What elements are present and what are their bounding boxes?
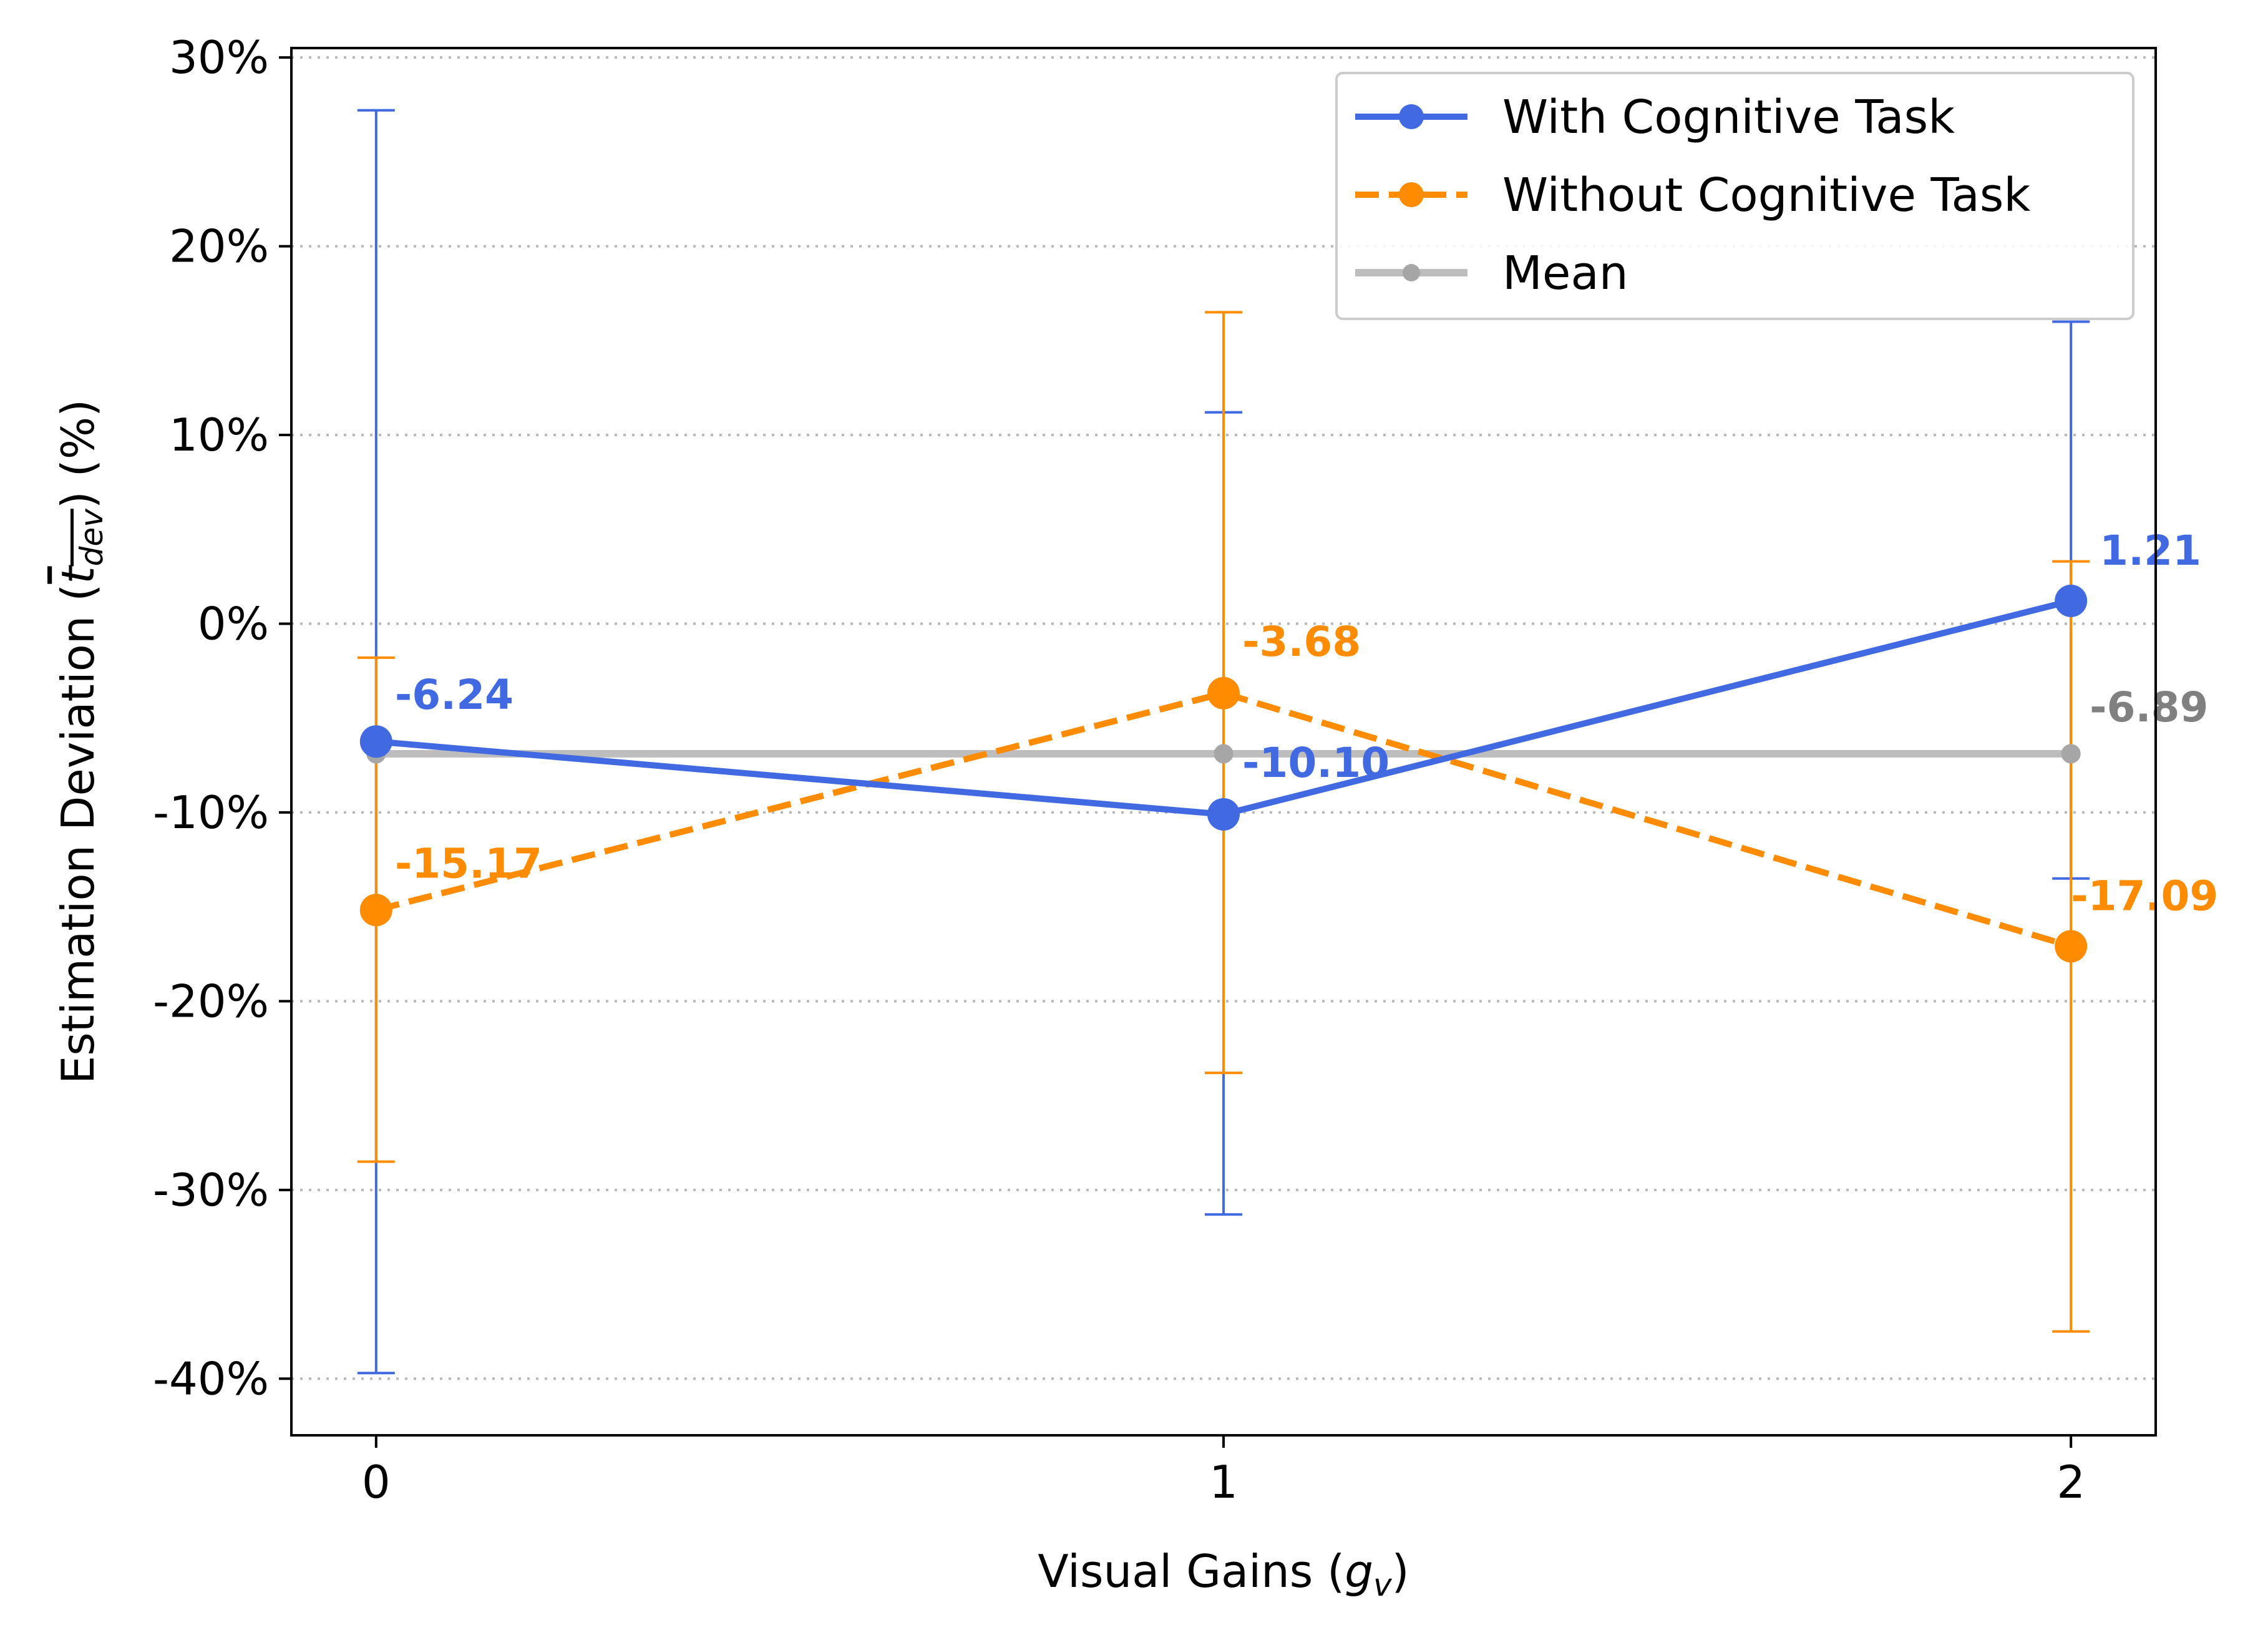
series-line bbox=[375, 690, 2072, 950]
legend-marker bbox=[1403, 264, 1420, 281]
x-tick-label: 2 bbox=[2056, 1456, 2085, 1508]
y-tick-label: 10% bbox=[169, 409, 269, 461]
data-point bbox=[359, 894, 392, 927]
x-axis-label: Visual Gains (gv) bbox=[1038, 1545, 1409, 1603]
y-axis-label: Estimation Deviation (tdev) (%) bbox=[52, 399, 110, 1085]
x-axis-label-main: Visual Gains ( bbox=[1038, 1545, 1345, 1598]
y-tick-label: 30% bbox=[169, 31, 269, 84]
x-tick-label: 0 bbox=[362, 1456, 391, 1508]
y-tick-label: 20% bbox=[169, 220, 269, 273]
legend: With Cognitive Task Without Cognitive Tas… bbox=[1335, 72, 2134, 320]
x-axis-label-close: ) bbox=[1392, 1545, 1409, 1598]
y-tick-label: -10% bbox=[153, 786, 269, 839]
data-point bbox=[1207, 676, 1240, 710]
legend-label: With Cognitive Task bbox=[1502, 90, 1955, 144]
y-tick-label: -30% bbox=[153, 1164, 269, 1216]
y-tick-label: -20% bbox=[153, 975, 269, 1027]
data-label: -15.17 bbox=[395, 839, 542, 887]
x-axis-ticks: 0 1 2 bbox=[362, 1435, 2085, 1508]
data-point bbox=[2055, 930, 2088, 963]
data-point bbox=[359, 725, 392, 758]
y-axis-label-group: Estimation Deviation (tdev) (%) bbox=[52, 399, 110, 1085]
x-axis-label-subscript: v bbox=[1373, 1567, 1393, 1603]
legend-label: Without Cognitive Task bbox=[1502, 168, 2030, 222]
x-tick-label: 1 bbox=[1209, 1456, 1238, 1508]
y-tick-label: -40% bbox=[153, 1352, 269, 1405]
y-axis-label-close: ) (%) bbox=[52, 399, 104, 509]
data-label: -10.10 bbox=[1242, 739, 1390, 787]
data-label: -6.89 bbox=[2090, 683, 2208, 731]
data-point bbox=[2055, 584, 2088, 617]
y-axis-label-main: Estimation Deviation ( bbox=[52, 584, 104, 1085]
legend-label: Mean bbox=[1502, 246, 1628, 300]
data-label: -6.24 bbox=[395, 671, 513, 719]
data-point bbox=[2061, 744, 2081, 764]
data-labels: -6.24 -10.10 1.21 -15.17 -3.68 -17.09 -6.89 bbox=[395, 527, 2219, 920]
legend-marker bbox=[1399, 104, 1424, 129]
series-markers bbox=[359, 584, 2088, 963]
data-point bbox=[1214, 744, 1234, 764]
data-point bbox=[1207, 798, 1240, 831]
y-axis-label-subscript: dev bbox=[74, 508, 110, 567]
y-axis-ticks: 30% 20% 10% 0% -10% -20% -30% -40% bbox=[153, 31, 291, 1405]
y-axis-label-symbol: t bbox=[52, 565, 104, 584]
x-axis-label-symbol: g bbox=[1345, 1545, 1373, 1598]
y-tick-label: 0% bbox=[198, 597, 269, 650]
data-label: -3.68 bbox=[1242, 618, 1361, 666]
legend-box bbox=[1335, 72, 2134, 320]
data-label: 1.21 bbox=[2100, 527, 2201, 575]
data-label: -17.09 bbox=[2071, 872, 2218, 920]
legend-marker bbox=[1399, 182, 1424, 207]
